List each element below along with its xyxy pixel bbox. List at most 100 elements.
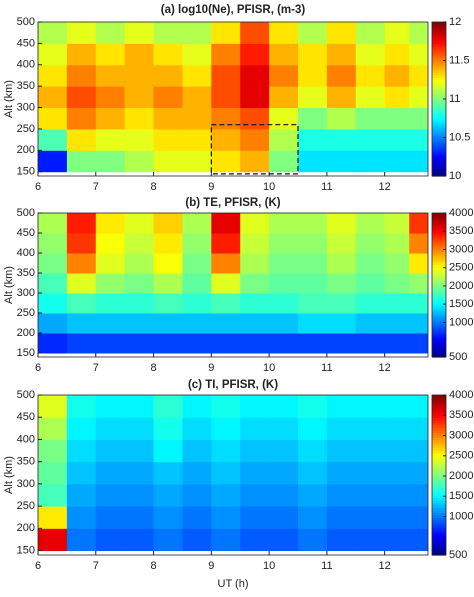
colorbar-segment: [432, 532, 446, 536]
heat-cell: [124, 293, 155, 314]
colorbar-segment: [432, 144, 446, 148]
colorbar-segment: [432, 115, 446, 119]
heat-cell: [326, 233, 357, 254]
colorbar-segment: [432, 425, 446, 429]
x-tick-label: 11: [321, 560, 332, 572]
heat-cell: [66, 213, 97, 234]
colorbar-segment: [432, 287, 446, 291]
colorbar-segment: [432, 457, 446, 461]
heat-cell: [66, 128, 97, 151]
colorbar-segment: [432, 447, 446, 451]
x-tick-label: 8: [150, 181, 156, 193]
heat-cell: [182, 273, 212, 294]
colorbar-segment: [432, 323, 446, 327]
colorbar-segment: [432, 240, 446, 243]
colorbar-segment: [432, 520, 446, 524]
heat-cell: [124, 461, 155, 485]
heat-cell: [240, 22, 270, 44]
colorbar-segment: [432, 445, 446, 449]
colorbar-segment: [432, 46, 446, 50]
heat-cell: [153, 64, 183, 87]
heat-cell: [95, 273, 126, 294]
colorbar-tick-label: 30000: [449, 429, 474, 441]
heat-cell: [211, 439, 241, 463]
cells: [38, 22, 428, 173]
heat-cell: [269, 333, 299, 354]
heat-cell: [298, 461, 328, 485]
colorbar-segment: [432, 400, 446, 404]
heat-cell: [384, 128, 410, 151]
colorbar-segment: [432, 171, 446, 175]
heat-cell: [355, 64, 386, 87]
heat-cell: [326, 86, 357, 109]
colorbar-segment: [432, 77, 446, 81]
heat-cell: [355, 293, 386, 314]
colorbar-segment: [432, 470, 446, 474]
colorbar-segment: [432, 550, 446, 554]
x-tick-label: 7: [93, 362, 99, 374]
colorbar-segment: [432, 62, 446, 66]
heat-cell: [298, 395, 328, 418]
colorbar-frame: [431, 212, 447, 358]
heat-cell: [182, 528, 212, 552]
y-tick-label: 250: [17, 500, 35, 512]
colorbar-segment: [432, 60, 446, 64]
colorbar-segment: [432, 397, 446, 401]
heat-cell: [153, 313, 183, 334]
x-tick-label: 8: [150, 560, 156, 572]
heat-cell: [298, 107, 328, 130]
heat-cell: [269, 150, 299, 173]
heat-cell: [153, 233, 183, 254]
colorbar-tick-label: 10000: [449, 510, 474, 522]
heat-cell: [384, 395, 410, 418]
colorbar-segment: [432, 224, 446, 228]
heat-cell: [240, 43, 270, 66]
heat-cell: [95, 213, 126, 234]
y-tick-label: 450: [17, 227, 35, 239]
colorbar-segment: [432, 34, 446, 38]
colorbar-segment: [432, 251, 446, 255]
heat-cell: [298, 253, 328, 274]
colorbar-segment: [432, 475, 446, 479]
colorbar-frame: [431, 394, 447, 556]
colorbar-segment: [432, 334, 446, 338]
heat-cell: [269, 233, 299, 254]
x-tick-label: 10: [263, 181, 275, 193]
colorbar-segment: [432, 111, 446, 115]
colorbar-tick-label: 11.5: [449, 54, 470, 66]
colorbar-segment: [432, 135, 446, 139]
heat-cell: [66, 253, 97, 274]
heat-cell: [240, 273, 270, 294]
colorbar-segment: [432, 325, 446, 329]
y-tick-label: 400: [17, 247, 35, 259]
heat-cell: [326, 293, 357, 314]
colorbar-segment: [432, 350, 446, 354]
colorbar-segment: [432, 246, 446, 250]
colorbar-segment: [432, 86, 446, 90]
heat-cell: [326, 461, 357, 485]
heat-cell: [355, 253, 386, 274]
heat-cell: [211, 213, 241, 234]
heat-cell: [66, 293, 97, 314]
heat-cell: [409, 253, 428, 274]
colorbar-tick-label: 500: [449, 351, 467, 363]
colorbar-tick-label: 15000: [449, 490, 474, 502]
plot-frame: [37, 21, 429, 177]
heat-cell: [409, 313, 428, 334]
colorbar-segment: [432, 168, 446, 172]
colorbar-segment: [432, 163, 446, 167]
x-tick-label: 9: [208, 181, 214, 193]
colorbar-segment: [432, 36, 446, 40]
colorbar-segment: [432, 137, 446, 141]
y-tick-label: 200: [17, 327, 35, 339]
x-tick-label: 9: [208, 362, 214, 374]
colorbar-segment: [432, 262, 446, 266]
heat-cell: [384, 293, 410, 314]
heat-cell: [66, 22, 97, 44]
heat-cell: [409, 461, 428, 485]
heat-cell: [240, 150, 270, 173]
heat-cell: [95, 128, 126, 151]
heat-cell: [355, 22, 386, 44]
colorbar-segment: [432, 430, 446, 434]
colorbar-segment: [432, 332, 446, 336]
